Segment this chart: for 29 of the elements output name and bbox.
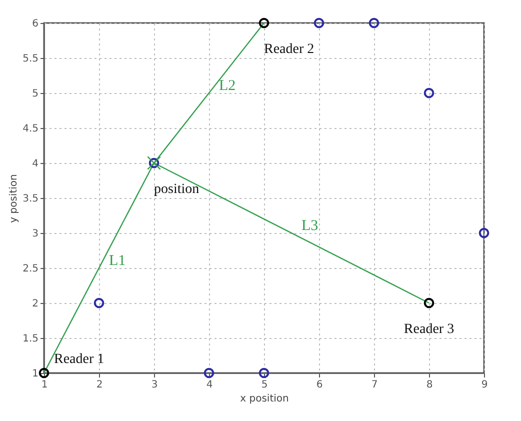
- y-tick-label: 2.5: [22, 264, 38, 274]
- x-tick-label: 1: [41, 380, 48, 390]
- x-tick-label: 6: [316, 380, 323, 390]
- y-tick-label: 6: [32, 18, 38, 30]
- x-tick-label: 8: [426, 380, 433, 390]
- y-tick-label: 3: [32, 228, 38, 240]
- annotation: position: [154, 182, 200, 197]
- y-tick-label: 3.5: [22, 194, 38, 204]
- x-tick-label: 5: [261, 380, 268, 390]
- annotation: Reader 2: [264, 42, 314, 57]
- series-label: L3: [302, 218, 318, 234]
- annotation: Reader 1: [54, 352, 104, 367]
- y-tick-label: 5.5: [22, 54, 38, 64]
- annotation: Reader 3: [404, 322, 454, 337]
- y-tick-label: 4.5: [22, 124, 38, 134]
- series-label: L2: [219, 78, 236, 94]
- y-tick-label: 1.5: [22, 334, 38, 344]
- x-tick-label: 9: [481, 380, 488, 390]
- x-axis-title: x position: [240, 394, 289, 404]
- x-tick-label: 4: [206, 380, 213, 390]
- y-axis-title: y position: [8, 174, 20, 223]
- y-tick-label: 2: [32, 298, 38, 310]
- y-tick-label: 4: [32, 158, 38, 170]
- x-tick-label: 2: [96, 380, 103, 390]
- y-tick-label: 5: [32, 88, 38, 100]
- x-tick-label: 7: [371, 380, 378, 390]
- x-tick-label: 3: [151, 380, 158, 390]
- series-label: L1: [109, 253, 126, 269]
- y-tick-label: 1: [32, 368, 38, 380]
